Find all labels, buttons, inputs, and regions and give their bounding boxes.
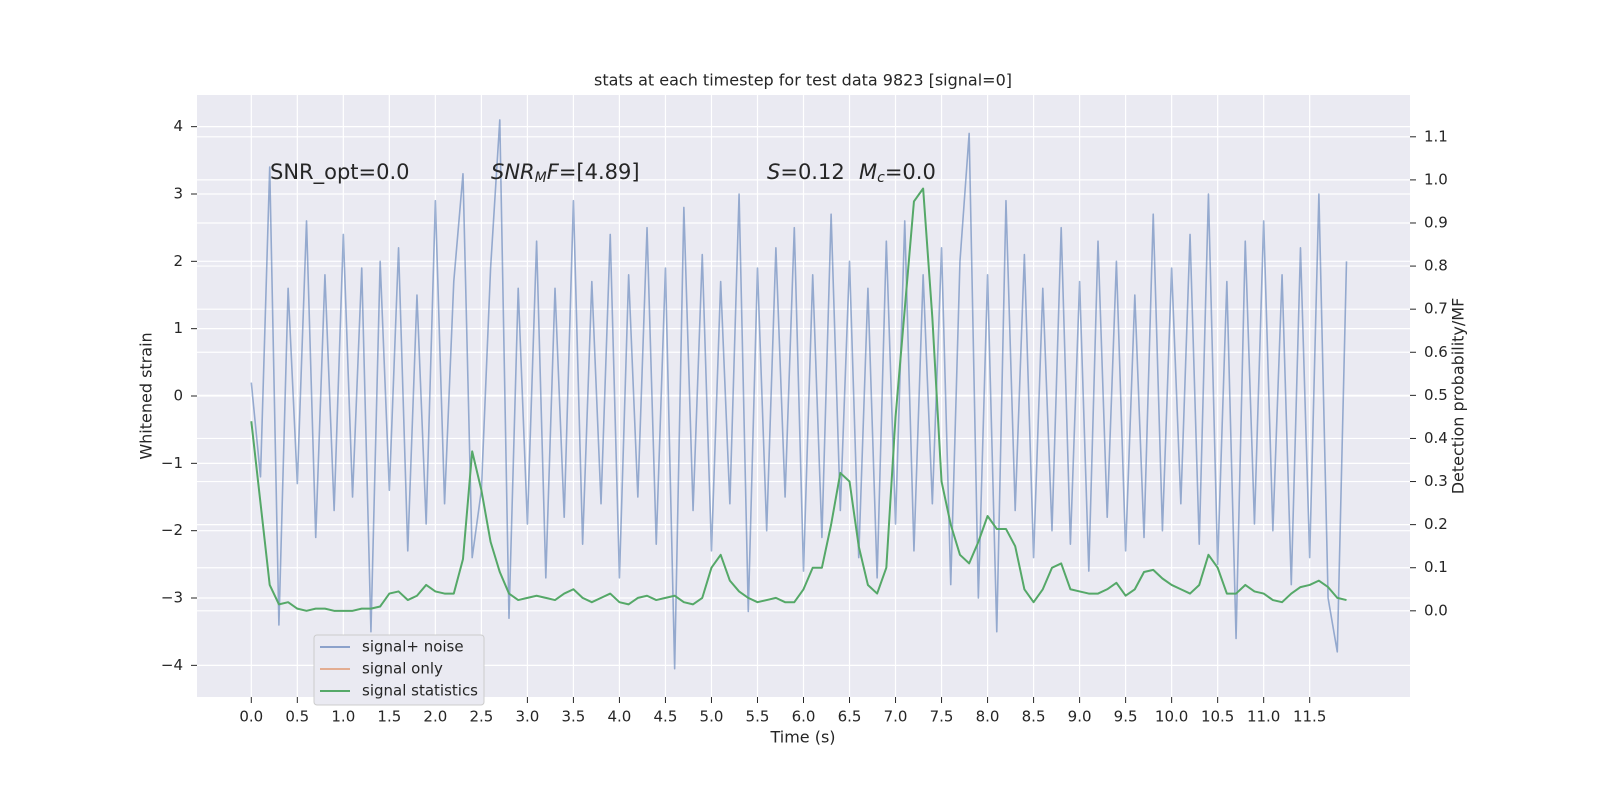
- y-tick-label: −2: [161, 521, 183, 539]
- y-tick-label: 0: [173, 387, 183, 405]
- x-tick-label: 11.5: [1293, 708, 1326, 726]
- annotation-part: F: [547, 160, 560, 184]
- series-line: [250, 187, 1347, 612]
- y2-tick-label: 0.8: [1424, 257, 1448, 275]
- annotation: SNRMF=[4.89]: [491, 160, 640, 186]
- annotation-part: SNR: [491, 160, 535, 184]
- x-tick-label: 0.5: [285, 708, 309, 726]
- series-line: [250, 119, 1348, 670]
- y-axis-label: Whitened strain: [137, 332, 156, 459]
- x-axis-label: Time (s): [769, 728, 835, 747]
- annotation: SNR_opt=0.0: [270, 160, 410, 185]
- x-tick-label: 3.5: [561, 708, 585, 726]
- y-tick-label: −4: [161, 656, 183, 674]
- x-tick-label: 7.5: [930, 708, 954, 726]
- annotation-part: M: [859, 160, 877, 184]
- y-tick-label: −1: [161, 454, 183, 472]
- legend-label: signal statistics: [362, 682, 478, 700]
- y-tick-label: −3: [161, 589, 183, 607]
- x-tick-label: 5.5: [746, 708, 770, 726]
- annotation-part: c: [877, 170, 885, 186]
- x-tick-label: 10.0: [1155, 708, 1188, 726]
- x-tick-label: 9.5: [1114, 708, 1138, 726]
- annotation: Mc=0.0: [859, 160, 936, 186]
- annotation-part: =[4.89]: [559, 160, 640, 184]
- annotation-part: S: [767, 160, 780, 184]
- y2-tick-label: 0.5: [1424, 386, 1448, 404]
- x-tick-label: 3.0: [515, 708, 539, 726]
- y-tick-label: 3: [173, 184, 183, 202]
- annotation-part: =0.0: [885, 160, 936, 184]
- annotation-part: M: [535, 170, 547, 186]
- y2-tick-label: 0.9: [1424, 213, 1448, 231]
- y2-axis-label: Detection probability/MF: [1449, 298, 1468, 495]
- x-tick-label: 6.5: [838, 708, 862, 726]
- y2-tick-label: 0.6: [1424, 343, 1448, 361]
- y2-tick-label: 1.0: [1424, 170, 1448, 188]
- y2-tick-label: 0.3: [1424, 472, 1448, 490]
- x-tick-label: 1.5: [377, 708, 401, 726]
- x-tick-label: 7.0: [884, 708, 908, 726]
- legend-label: signal+ noise: [362, 638, 464, 656]
- y-tick-label: 2: [173, 252, 183, 270]
- chart-title: stats at each timestep for test data 982…: [594, 71, 1012, 90]
- annotation-part: =0.12: [780, 160, 844, 184]
- legend-label: signal only: [362, 660, 443, 678]
- x-tick-label: 0.0: [239, 708, 263, 726]
- x-tick-label: 2.5: [469, 708, 493, 726]
- y2-tick-label: 0.4: [1424, 429, 1448, 447]
- x-tick-label: 4.5: [654, 708, 678, 726]
- x-tick-label: 11.0: [1247, 708, 1280, 726]
- y2-tick-label: 0.7: [1424, 300, 1448, 318]
- y2-tick-label: 1.1: [1424, 127, 1448, 145]
- legend-box: [313, 634, 485, 706]
- y2-tick-label: 0.0: [1424, 601, 1448, 619]
- x-tick-label: 5.0: [700, 708, 724, 726]
- annotation-part: SNR_opt=0.0: [270, 160, 410, 185]
- y-tick-label: 4: [173, 117, 183, 135]
- x-tick-label: 6.0: [792, 708, 816, 726]
- x-tick-label: 2.0: [423, 708, 447, 726]
- x-tick-label: 1.0: [331, 708, 355, 726]
- annotation: S=0.12: [767, 160, 845, 184]
- y-tick-label: 1: [173, 319, 183, 337]
- x-tick-label: 8.5: [1022, 708, 1046, 726]
- x-tick-label: 4.0: [608, 708, 632, 726]
- x-tick-label: 9.0: [1068, 708, 1092, 726]
- x-tick-label: 10.5: [1201, 708, 1234, 726]
- x-tick-label: 8.0: [976, 708, 1000, 726]
- y2-tick-label: 0.1: [1424, 558, 1448, 576]
- y2-tick-label: 0.2: [1424, 515, 1448, 533]
